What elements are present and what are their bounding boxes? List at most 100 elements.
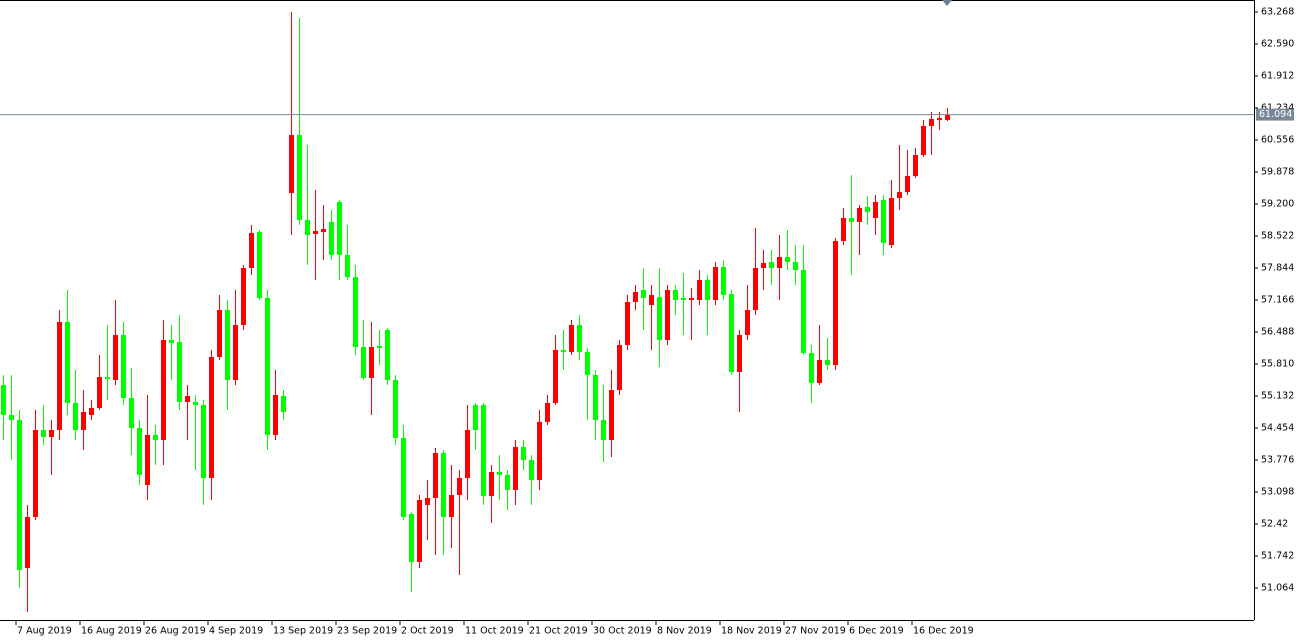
candle-body [329, 221, 334, 255]
y-tick-label: 51.742 [1261, 550, 1294, 561]
candle-body [241, 267, 246, 325]
candle-body [761, 262, 766, 268]
candle-body [449, 494, 454, 517]
candle-body [833, 240, 838, 365]
candle-body [841, 218, 846, 241]
candle-body [505, 474, 510, 490]
candle-body [289, 134, 294, 193]
y-tick-label: 60.556 [1261, 134, 1294, 145]
candle-body [817, 359, 822, 383]
candle-body [473, 404, 478, 430]
candle-body [713, 267, 718, 300]
x-tick-label: 2 Oct 2019 [401, 626, 454, 637]
candle-body [385, 329, 390, 380]
price-label-box [1256, 108, 1294, 121]
candle-body [537, 421, 542, 480]
candle-body [129, 397, 134, 428]
candle-body [265, 297, 270, 435]
candle-body [337, 202, 342, 255]
x-tick-label: 4 Sep 2019 [209, 626, 263, 637]
candle-body [689, 297, 694, 300]
candle-body [145, 434, 150, 485]
y-tick-label: 62.590 [1261, 38, 1294, 49]
candle-body [377, 345, 382, 348]
candle-body [481, 404, 486, 496]
y-tick-label: 56.488 [1261, 326, 1294, 337]
candle-body [1, 384, 6, 415]
x-tick-label: 6 Dec 2019 [849, 626, 904, 637]
candle-body [801, 269, 806, 353]
y-tick-label: 55.132 [1261, 390, 1294, 401]
candle-body [281, 395, 286, 412]
candle-body [25, 516, 30, 568]
candle-body [881, 199, 886, 243]
candle-body [89, 407, 94, 415]
candle-body [97, 376, 102, 408]
candle-body [57, 321, 62, 430]
y-tick-label: 61.912 [1261, 70, 1294, 81]
x-tick-label: 23 Sep 2019 [337, 626, 397, 637]
y-tick-label: 61.234 [1261, 102, 1294, 113]
candle-body [513, 446, 518, 490]
y-tick-label: 53.098 [1261, 486, 1294, 497]
candle-body [137, 427, 142, 475]
candle-body [785, 256, 790, 262]
candle-body [777, 256, 782, 268]
candle-body [169, 339, 174, 343]
candle-body [721, 267, 726, 295]
candle-body [41, 429, 46, 437]
y-tick-label: 53.776 [1261, 454, 1294, 465]
candle-body [681, 297, 686, 300]
candle-body [553, 349, 558, 403]
candle-body [793, 261, 798, 270]
candle-body [81, 411, 86, 430]
candle-body [73, 402, 78, 430]
candle-body [233, 324, 238, 380]
candle-body [697, 279, 702, 300]
y-tick-label: 54.454 [1261, 422, 1294, 433]
candle-body [745, 310, 750, 335]
candle-body [305, 219, 310, 236]
candle-body [737, 334, 742, 372]
candle-body [865, 207, 870, 212]
candle-body [569, 324, 574, 352]
y-tick-label: 59.878 [1261, 166, 1294, 177]
candle-body [905, 176, 910, 193]
candle-body [705, 279, 710, 300]
candle-body [849, 218, 854, 222]
candle-body [153, 434, 158, 440]
candle-body [17, 419, 22, 570]
candle-body [649, 294, 654, 305]
candle-body [65, 321, 70, 403]
candle-body [633, 291, 638, 302]
y-tick-label: 51.064 [1261, 582, 1294, 593]
y-tick-label: 57.166 [1261, 294, 1294, 305]
candle-body [297, 134, 302, 220]
candle-body [577, 324, 582, 352]
candle-body [313, 230, 318, 235]
candle-body [545, 402, 550, 422]
candle-body [561, 349, 566, 352]
candle-body [809, 352, 814, 383]
candle-body [641, 289, 646, 298]
candle-body [769, 261, 774, 268]
y-tick-label: 59.200 [1261, 198, 1294, 209]
candle-body [609, 390, 614, 440]
candle-body [665, 289, 670, 340]
candle-body [177, 342, 182, 402]
candle-body [273, 394, 278, 435]
candle-body [753, 267, 758, 310]
candle-body [945, 114, 950, 120]
candle-body [601, 419, 606, 440]
candle-body [393, 379, 398, 438]
candle-body [937, 117, 942, 120]
candle-body [425, 497, 430, 505]
y-tick-label: 55.810 [1261, 358, 1294, 369]
candle-body [249, 232, 254, 268]
x-tick-label: 16 Dec 2019 [913, 626, 974, 637]
candle-body [33, 429, 38, 517]
candle-body [161, 339, 166, 440]
x-tick-label: 11 Oct 2019 [465, 626, 524, 637]
candle-body [433, 452, 438, 498]
